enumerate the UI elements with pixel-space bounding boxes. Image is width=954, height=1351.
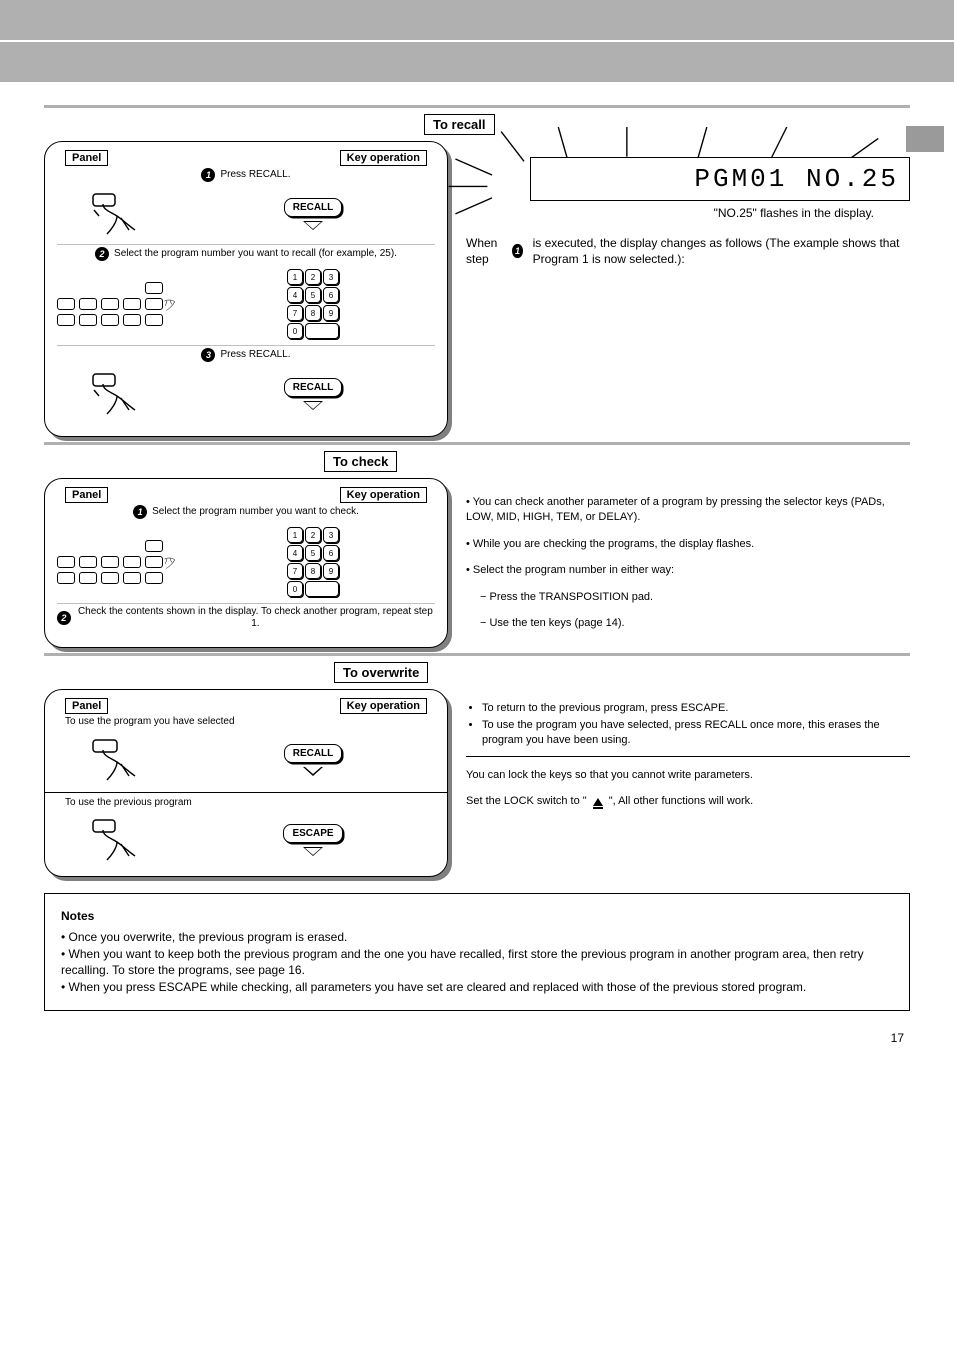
- list-item: To use the program you have selected, pr…: [482, 718, 910, 748]
- right-notes: To return to the previous program, press…: [466, 689, 910, 877]
- row-label: To use the previous program: [65, 797, 192, 809]
- notes-line: • When you want to keep both the previou…: [61, 946, 893, 980]
- notes-title: Notes: [61, 908, 893, 925]
- right-notes: • You can check another parameter of a p…: [466, 478, 910, 648]
- step-label: Press RECALL.: [220, 349, 290, 361]
- header-bar-2: [0, 42, 954, 82]
- ten-key-pad-icon: 123 456 789 0: [287, 269, 339, 339]
- hand-press-icon: [89, 816, 145, 864]
- step-ref-bullet: 1: [512, 244, 522, 258]
- key-recall[interactable]: RECALL: [284, 744, 343, 763]
- list-item: To return to the previous program, press…: [482, 701, 910, 716]
- arrow-down-icon: [303, 767, 323, 776]
- col-header-key: Key operation: [340, 698, 427, 714]
- row-label: To use the program you have selected: [65, 716, 235, 728]
- right-desc: When step 1 is executed, the display cha…: [466, 235, 910, 267]
- transposition-pads-icon: [57, 282, 163, 326]
- step-bullet: 1: [133, 505, 147, 519]
- procedure-box: Panel Key operation To use the program y…: [44, 689, 448, 877]
- rule: [44, 653, 910, 656]
- rule: [44, 105, 910, 108]
- display-caption: "NO.25" flashes in the display.: [466, 205, 910, 221]
- notes-line: • When you press ESCAPE while checking, …: [61, 979, 893, 996]
- step-bullet: 3: [201, 348, 215, 362]
- step-bullet: 1: [201, 168, 215, 182]
- arrow-down-icon: [303, 221, 323, 230]
- notes-box: Notes • Once you overwrite, the previous…: [44, 893, 910, 1011]
- page-number-box: [906, 126, 944, 152]
- step-bullet: 2: [95, 247, 109, 261]
- section-title: To check: [324, 451, 397, 472]
- step-label: Press RECALL.: [220, 169, 290, 181]
- step-bullet: 2: [57, 611, 71, 625]
- arrow-down-icon: [303, 401, 323, 410]
- notes-line: • Once you overwrite, the previous progr…: [61, 929, 893, 946]
- step-label: Select the program number you want to ch…: [152, 506, 359, 518]
- procedure-box: Panel Key operation 1 Press RECALL.: [44, 141, 448, 437]
- rule: [44, 442, 910, 445]
- hand-press-icon: [89, 370, 145, 418]
- col-header-key: Key operation: [340, 150, 427, 166]
- eject-icon: [593, 798, 603, 806]
- step-label: Select the program number you want to re…: [114, 248, 397, 260]
- header-bar: [0, 0, 954, 40]
- ten-key-pad-icon: 123 456 789 0: [287, 527, 339, 597]
- col-header-key: Key operation: [340, 487, 427, 503]
- procedure-box: Panel Key operation 1 Select the program…: [44, 478, 448, 648]
- col-header-panel: Panel: [65, 150, 108, 166]
- key-escape[interactable]: ESCAPE: [283, 824, 342, 843]
- section-title: To overwrite: [334, 662, 428, 683]
- col-header-panel: Panel: [65, 487, 108, 503]
- hand-press-icon: [89, 736, 145, 784]
- hand-point-icon: [163, 547, 177, 579]
- lock-note-line: Set the LOCK switch to " ", All other fu…: [466, 794, 910, 809]
- hand-press-icon: [89, 190, 145, 238]
- key-recall[interactable]: RECALL: [284, 198, 343, 217]
- transposition-pads-icon: [57, 540, 163, 584]
- hand-point-icon: [163, 289, 177, 321]
- col-header-panel: Panel: [65, 698, 108, 714]
- lcd-display: PGM01 NO.25: [466, 157, 910, 201]
- lock-note: You can lock the keys so that you cannot…: [466, 768, 910, 783]
- page-number: 17: [44, 1011, 910, 1075]
- key-recall[interactable]: RECALL: [284, 378, 343, 397]
- lcd-text: PGM01 NO.25: [530, 157, 910, 201]
- arrow-down-icon: [303, 847, 323, 856]
- step-label: Check the contents shown in the display.…: [76, 606, 435, 629]
- section-title: To recall: [424, 114, 495, 135]
